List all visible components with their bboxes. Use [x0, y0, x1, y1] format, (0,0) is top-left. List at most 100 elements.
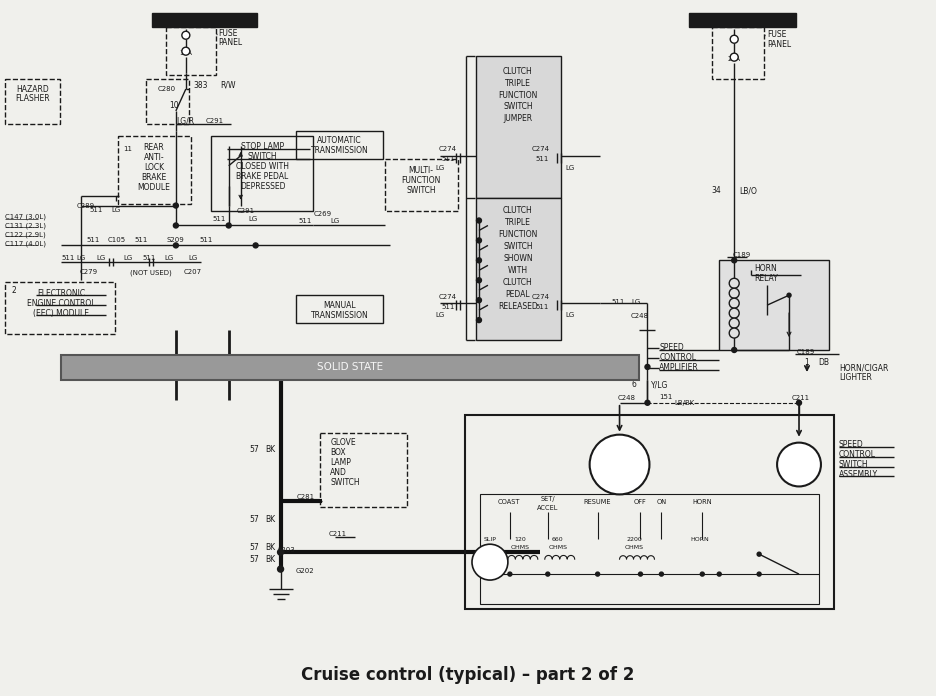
Text: LAMP: LAMP: [330, 458, 351, 467]
Circle shape: [757, 552, 761, 556]
Text: HAZARD: HAZARD: [16, 84, 49, 93]
Text: ACCEL: ACCEL: [537, 505, 559, 512]
Text: 15A: 15A: [180, 50, 192, 56]
Text: 511: 511: [86, 237, 100, 244]
Circle shape: [476, 278, 481, 283]
Bar: [476, 56, 561, 198]
Text: 511: 511: [442, 304, 455, 310]
Text: C207: C207: [183, 269, 202, 276]
Text: JUMPER: JUMPER: [504, 114, 533, 123]
Text: LG: LG: [330, 218, 340, 223]
Bar: [6, 283, 115, 334]
Bar: [386, 159, 458, 211]
Text: AMPLIFIER: AMPLIFIER: [660, 363, 699, 372]
Circle shape: [730, 35, 739, 43]
Text: (NOT USED): (NOT USED): [130, 269, 172, 276]
Text: SWITCH: SWITCH: [503, 102, 533, 111]
Text: 2200: 2200: [626, 537, 642, 541]
Circle shape: [476, 317, 481, 323]
Text: DB: DB: [818, 358, 829, 367]
Text: 10: 10: [168, 102, 179, 111]
Text: C211: C211: [792, 395, 810, 401]
Circle shape: [173, 223, 179, 228]
Text: 511: 511: [299, 218, 313, 223]
Circle shape: [732, 347, 737, 352]
Text: OFF: OFF: [634, 500, 647, 505]
Bar: [6, 79, 60, 124]
Text: 511: 511: [535, 304, 549, 310]
Text: BK: BK: [266, 515, 276, 524]
Bar: [146, 79, 189, 124]
Text: C274: C274: [439, 145, 457, 152]
Text: BK: BK: [266, 445, 276, 454]
Text: 20A: 20A: [727, 56, 740, 62]
Text: LG: LG: [435, 165, 445, 171]
Circle shape: [729, 288, 739, 298]
Text: FLASHER: FLASHER: [15, 95, 50, 104]
Text: PANEL: PANEL: [768, 40, 791, 49]
Text: 383: 383: [194, 81, 209, 90]
Text: TRIPLE: TRIPLE: [505, 218, 531, 227]
Text: 511: 511: [61, 255, 75, 262]
Text: LG: LG: [124, 255, 133, 262]
Bar: [296, 295, 383, 323]
Text: BRAKE PEDAL: BRAKE PEDAL: [237, 172, 288, 181]
Text: OHMS: OHMS: [548, 545, 567, 550]
Text: 11: 11: [123, 145, 132, 152]
Circle shape: [476, 258, 481, 263]
Text: LG: LG: [248, 216, 257, 221]
Text: SWITCH: SWITCH: [406, 186, 436, 195]
Bar: [152, 13, 256, 27]
Text: C291: C291: [206, 118, 224, 124]
Circle shape: [278, 549, 284, 555]
Text: 151: 151: [660, 394, 673, 400]
Text: RING: RING: [790, 468, 808, 473]
Text: FUNCTION: FUNCTION: [402, 176, 441, 185]
Text: 8: 8: [732, 36, 737, 42]
Text: PEDAL: PEDAL: [505, 290, 530, 299]
Text: OHMS: OHMS: [625, 545, 644, 550]
Circle shape: [476, 218, 481, 223]
Text: REAR: REAR: [143, 143, 165, 152]
Text: CONTROL: CONTROL: [660, 354, 696, 363]
Text: ASSEMBLY: ASSEMBLY: [839, 470, 878, 479]
Circle shape: [182, 47, 190, 55]
Text: HOT AT ALL TIMES: HOT AT ALL TIMES: [164, 16, 243, 25]
Text: RING: RING: [611, 468, 628, 475]
Circle shape: [757, 572, 761, 576]
Text: SPEED: SPEED: [660, 344, 684, 352]
Bar: [61, 355, 639, 380]
Circle shape: [476, 298, 481, 303]
Text: SWITCH: SWITCH: [839, 460, 869, 469]
Circle shape: [182, 31, 190, 39]
Text: (EEC) MODULE: (EEC) MODULE: [33, 308, 89, 317]
Text: SET/: SET/: [540, 496, 555, 503]
Circle shape: [645, 400, 650, 405]
Bar: [118, 136, 191, 203]
Text: 4: 4: [183, 32, 188, 38]
Text: DEPRESSED: DEPRESSED: [240, 182, 285, 191]
Text: GLOVE: GLOVE: [330, 438, 356, 447]
Text: 34: 34: [711, 186, 722, 195]
Bar: [465, 415, 834, 609]
Bar: [166, 27, 216, 75]
Text: ANTI-: ANTI-: [143, 153, 164, 162]
Text: C279: C279: [80, 269, 98, 276]
Circle shape: [595, 572, 600, 576]
Text: SLIP: SLIP: [792, 457, 806, 463]
Text: S203: S203: [278, 547, 296, 553]
Circle shape: [546, 572, 549, 576]
Text: LG: LG: [188, 255, 197, 262]
Text: C189: C189: [733, 253, 752, 258]
Text: 57: 57: [249, 543, 258, 552]
Circle shape: [660, 572, 664, 576]
Text: 2: 2: [11, 286, 16, 294]
Circle shape: [797, 400, 801, 405]
Text: C289: C289: [77, 203, 95, 209]
Circle shape: [227, 223, 231, 228]
Text: LG: LG: [96, 255, 106, 262]
Text: 511: 511: [90, 207, 103, 212]
Text: RING: RING: [482, 545, 498, 550]
Text: 511: 511: [535, 156, 549, 161]
Text: BRAKE: BRAKE: [141, 173, 167, 182]
